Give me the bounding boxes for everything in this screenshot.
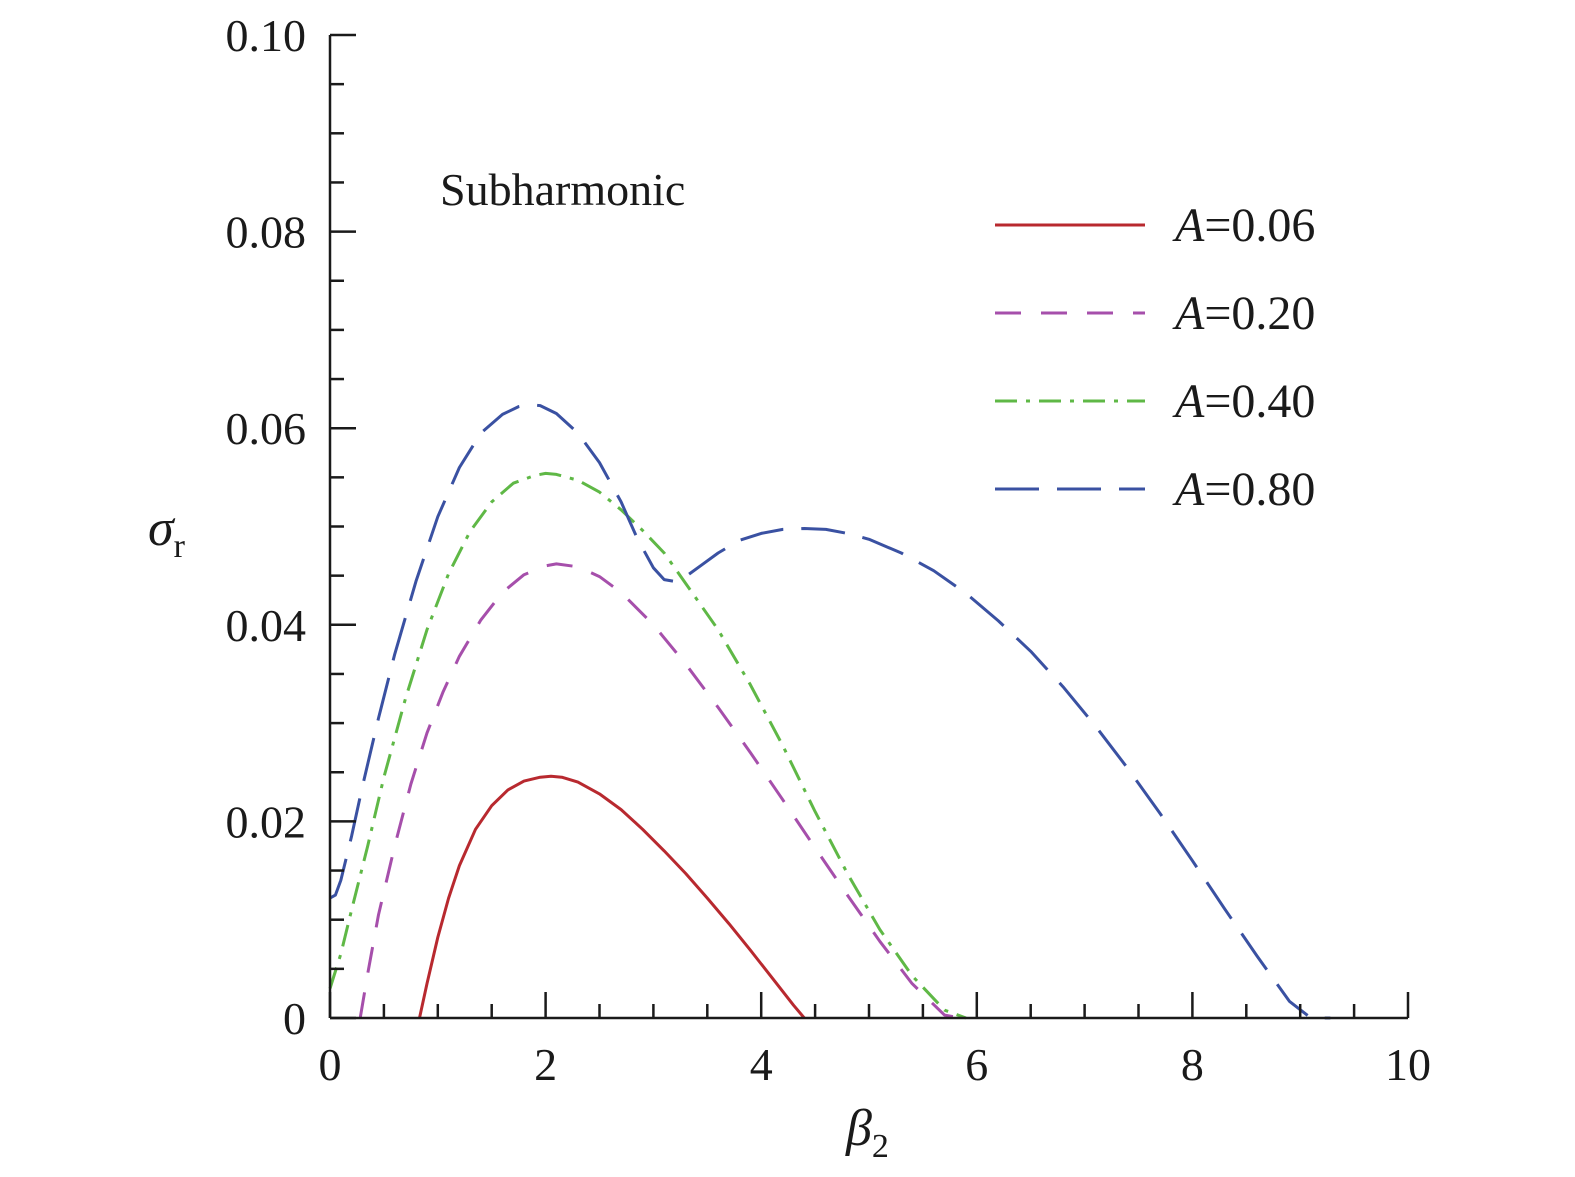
legend-variable: A bbox=[1172, 463, 1205, 516]
y-tick-label: 0.10 bbox=[226, 10, 307, 61]
y-tick-label: 0.08 bbox=[226, 207, 307, 258]
legend-value: =0.20 bbox=[1204, 287, 1315, 340]
series-line-1 bbox=[418, 774, 806, 1019]
y-axis-symbol: σ bbox=[148, 500, 176, 557]
x-tick-label: 6 bbox=[965, 1039, 988, 1090]
y-tick-label: 0.06 bbox=[226, 403, 307, 454]
chart-annotation: Subharmonic bbox=[440, 164, 685, 215]
series-line-2 bbox=[358, 562, 961, 1020]
x-tick-label: 4 bbox=[750, 1039, 773, 1090]
legend-label-4: A=0.80 bbox=[1172, 463, 1315, 516]
axis-ticks: 0 2 4 6 8 10 0 0.02 0.04 0.06 0.08 0.10 bbox=[226, 10, 1432, 1090]
legend-variable: A bbox=[1172, 287, 1205, 340]
x-axis-subscript: 2 bbox=[872, 1128, 889, 1165]
x-tick-label: 0 bbox=[319, 1039, 342, 1090]
legend-variable: A bbox=[1172, 199, 1205, 252]
legend-value: =0.06 bbox=[1204, 199, 1315, 252]
y-axis-title: σr bbox=[148, 500, 186, 565]
legend-value: =0.40 bbox=[1204, 375, 1315, 428]
x-tick-label: 8 bbox=[1181, 1039, 1204, 1090]
y-tick-label: 0.04 bbox=[226, 600, 307, 651]
legend: A=0.06A=0.20A=0.40A=0.80 bbox=[995, 199, 1315, 516]
y-tick-label: 0 bbox=[283, 993, 306, 1044]
plot-curves bbox=[328, 403, 1331, 1020]
series-line-4 bbox=[329, 403, 1331, 1020]
y-axis-subscript: r bbox=[174, 528, 186, 565]
legend-label-2: A=0.20 bbox=[1172, 287, 1315, 340]
x-axis-title: β2 bbox=[845, 1100, 889, 1165]
series-line-3 bbox=[328, 471, 967, 1020]
x-axis-symbol: β bbox=[845, 1100, 872, 1157]
legend-label-1: A=0.06 bbox=[1172, 199, 1315, 252]
legend-label-3: A=0.40 bbox=[1172, 375, 1315, 428]
x-tick-label: 2 bbox=[534, 1039, 557, 1090]
y-tick-label: 0.02 bbox=[226, 796, 307, 847]
legend-variable: A bbox=[1172, 375, 1205, 428]
x-tick-label: 10 bbox=[1385, 1039, 1431, 1090]
legend-value: =0.80 bbox=[1204, 463, 1315, 516]
